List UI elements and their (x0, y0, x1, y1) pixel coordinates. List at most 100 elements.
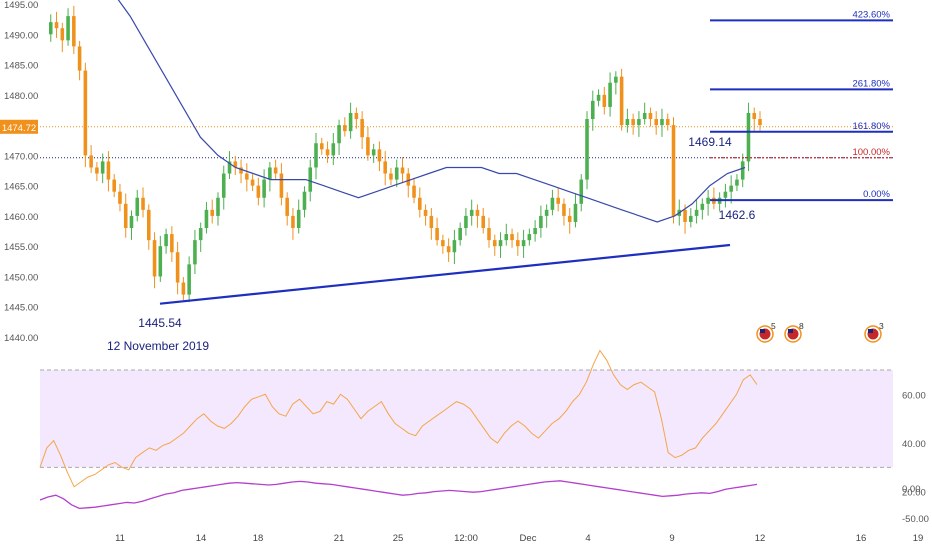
candle-body (608, 82, 612, 107)
candle-body (706, 197, 710, 204)
rsi-band (40, 370, 893, 468)
candle-body (619, 76, 624, 126)
x-axis-tick-label: 14 (196, 533, 207, 544)
candle-body (683, 209, 687, 222)
candle-body (458, 228, 462, 241)
candle-body (469, 209, 474, 216)
event-count: 5 (771, 321, 776, 331)
current-price-badge (0, 119, 38, 134)
candle-body (446, 246, 451, 253)
candle-body (106, 161, 111, 180)
event-count: 8 (799, 321, 804, 331)
candle-body (250, 179, 255, 186)
price-axis-tick-label: 1445.00 (4, 303, 38, 314)
candle-body (123, 203, 128, 229)
candle-body (366, 137, 370, 156)
candle-body (423, 209, 428, 216)
candle-body (337, 125, 341, 144)
candle-body (527, 234, 532, 241)
candle-body (95, 167, 99, 174)
price-axis-tick-label: 1465.00 (4, 182, 38, 193)
candle-body (308, 167, 313, 192)
fibonacci-level-label: 100.00% (852, 147, 890, 158)
price-axis-tick-label: 1450.00 (4, 272, 38, 283)
x-axis-tick-label: 11 (115, 533, 125, 544)
x-axis-tick-label: 4 (585, 533, 590, 544)
candle-body (54, 22, 59, 29)
candle-body (729, 185, 733, 192)
candle-body (579, 179, 584, 204)
candle-body (72, 16, 76, 47)
price-axis-tick-label: 1440.00 (4, 333, 38, 344)
candle-body (510, 234, 514, 241)
candle-body (285, 197, 289, 216)
candle-body (452, 240, 457, 253)
current-price-badge-label: 1474.72 (2, 123, 36, 134)
candle-body (239, 167, 243, 174)
candle-body (735, 179, 739, 186)
candle-body (498, 240, 503, 247)
candle-body (193, 240, 197, 265)
annotation-pivot: 1469.14 (688, 135, 732, 149)
candle-body (435, 228, 439, 241)
x-axis-tick-label: 9 (669, 533, 674, 544)
candle-body (48, 22, 53, 35)
candle-body (210, 209, 215, 216)
candle-body (394, 167, 399, 180)
x-axis-tick-label: 25 (393, 533, 404, 544)
candle-body (204, 209, 209, 229)
candle-body (319, 143, 324, 150)
candle-body (256, 185, 261, 198)
price-axis-tick-label: 1480.00 (4, 91, 38, 102)
rsi-axis-tick-label: 20.00 (902, 488, 926, 499)
candle-body (331, 143, 336, 156)
candle-body (198, 228, 203, 241)
candle-body (296, 209, 301, 229)
candle-body (665, 119, 670, 126)
fibonacci-level-label: 261.80% (852, 78, 890, 89)
price-axis-tick-label: 1455.00 (4, 242, 38, 253)
price-axis-tick-label: 1490.00 (4, 30, 38, 41)
candle-body (181, 282, 186, 295)
candle-body (66, 16, 70, 41)
candle-body (354, 112, 359, 120)
fibonacci-level-label: 161.80% (852, 121, 890, 132)
candle-body (221, 173, 226, 198)
candle-body (648, 112, 653, 120)
candle-body (492, 240, 497, 247)
candle-body (596, 94, 601, 101)
x-axis-tick-label: 19 (913, 533, 924, 544)
candle-body (475, 209, 480, 216)
candle-body (233, 161, 238, 168)
candle-body (556, 197, 560, 204)
candle-body (400, 167, 405, 174)
candle-body (348, 112, 353, 132)
price-axis-tick-label: 1460.00 (4, 212, 38, 223)
candle-body (637, 119, 641, 126)
candle-body (464, 215, 468, 229)
candle-body (377, 149, 382, 162)
candle-body (152, 240, 157, 277)
candle-body (746, 112, 751, 162)
candle-body (654, 119, 658, 126)
candle-body (689, 215, 693, 222)
candle-body (573, 203, 578, 222)
oscillator-line (39, 480, 758, 510)
candle-body (533, 228, 537, 235)
candle-body (77, 46, 82, 71)
event-count: 3 (879, 321, 884, 331)
us-flag-canton (760, 329, 765, 333)
candle-body (590, 100, 595, 120)
candle-body (562, 203, 566, 216)
candle-body (343, 125, 347, 132)
candle-body (700, 203, 705, 210)
candle-body (147, 209, 151, 241)
rsi-axis-tick-label: 40.00 (902, 439, 926, 450)
x-axis-tick-label: 21 (334, 533, 345, 544)
candle-body (302, 191, 307, 210)
fibonacci-level-label: 423.60% (852, 9, 890, 20)
candle-body (516, 240, 520, 247)
candle-body (158, 246, 163, 277)
